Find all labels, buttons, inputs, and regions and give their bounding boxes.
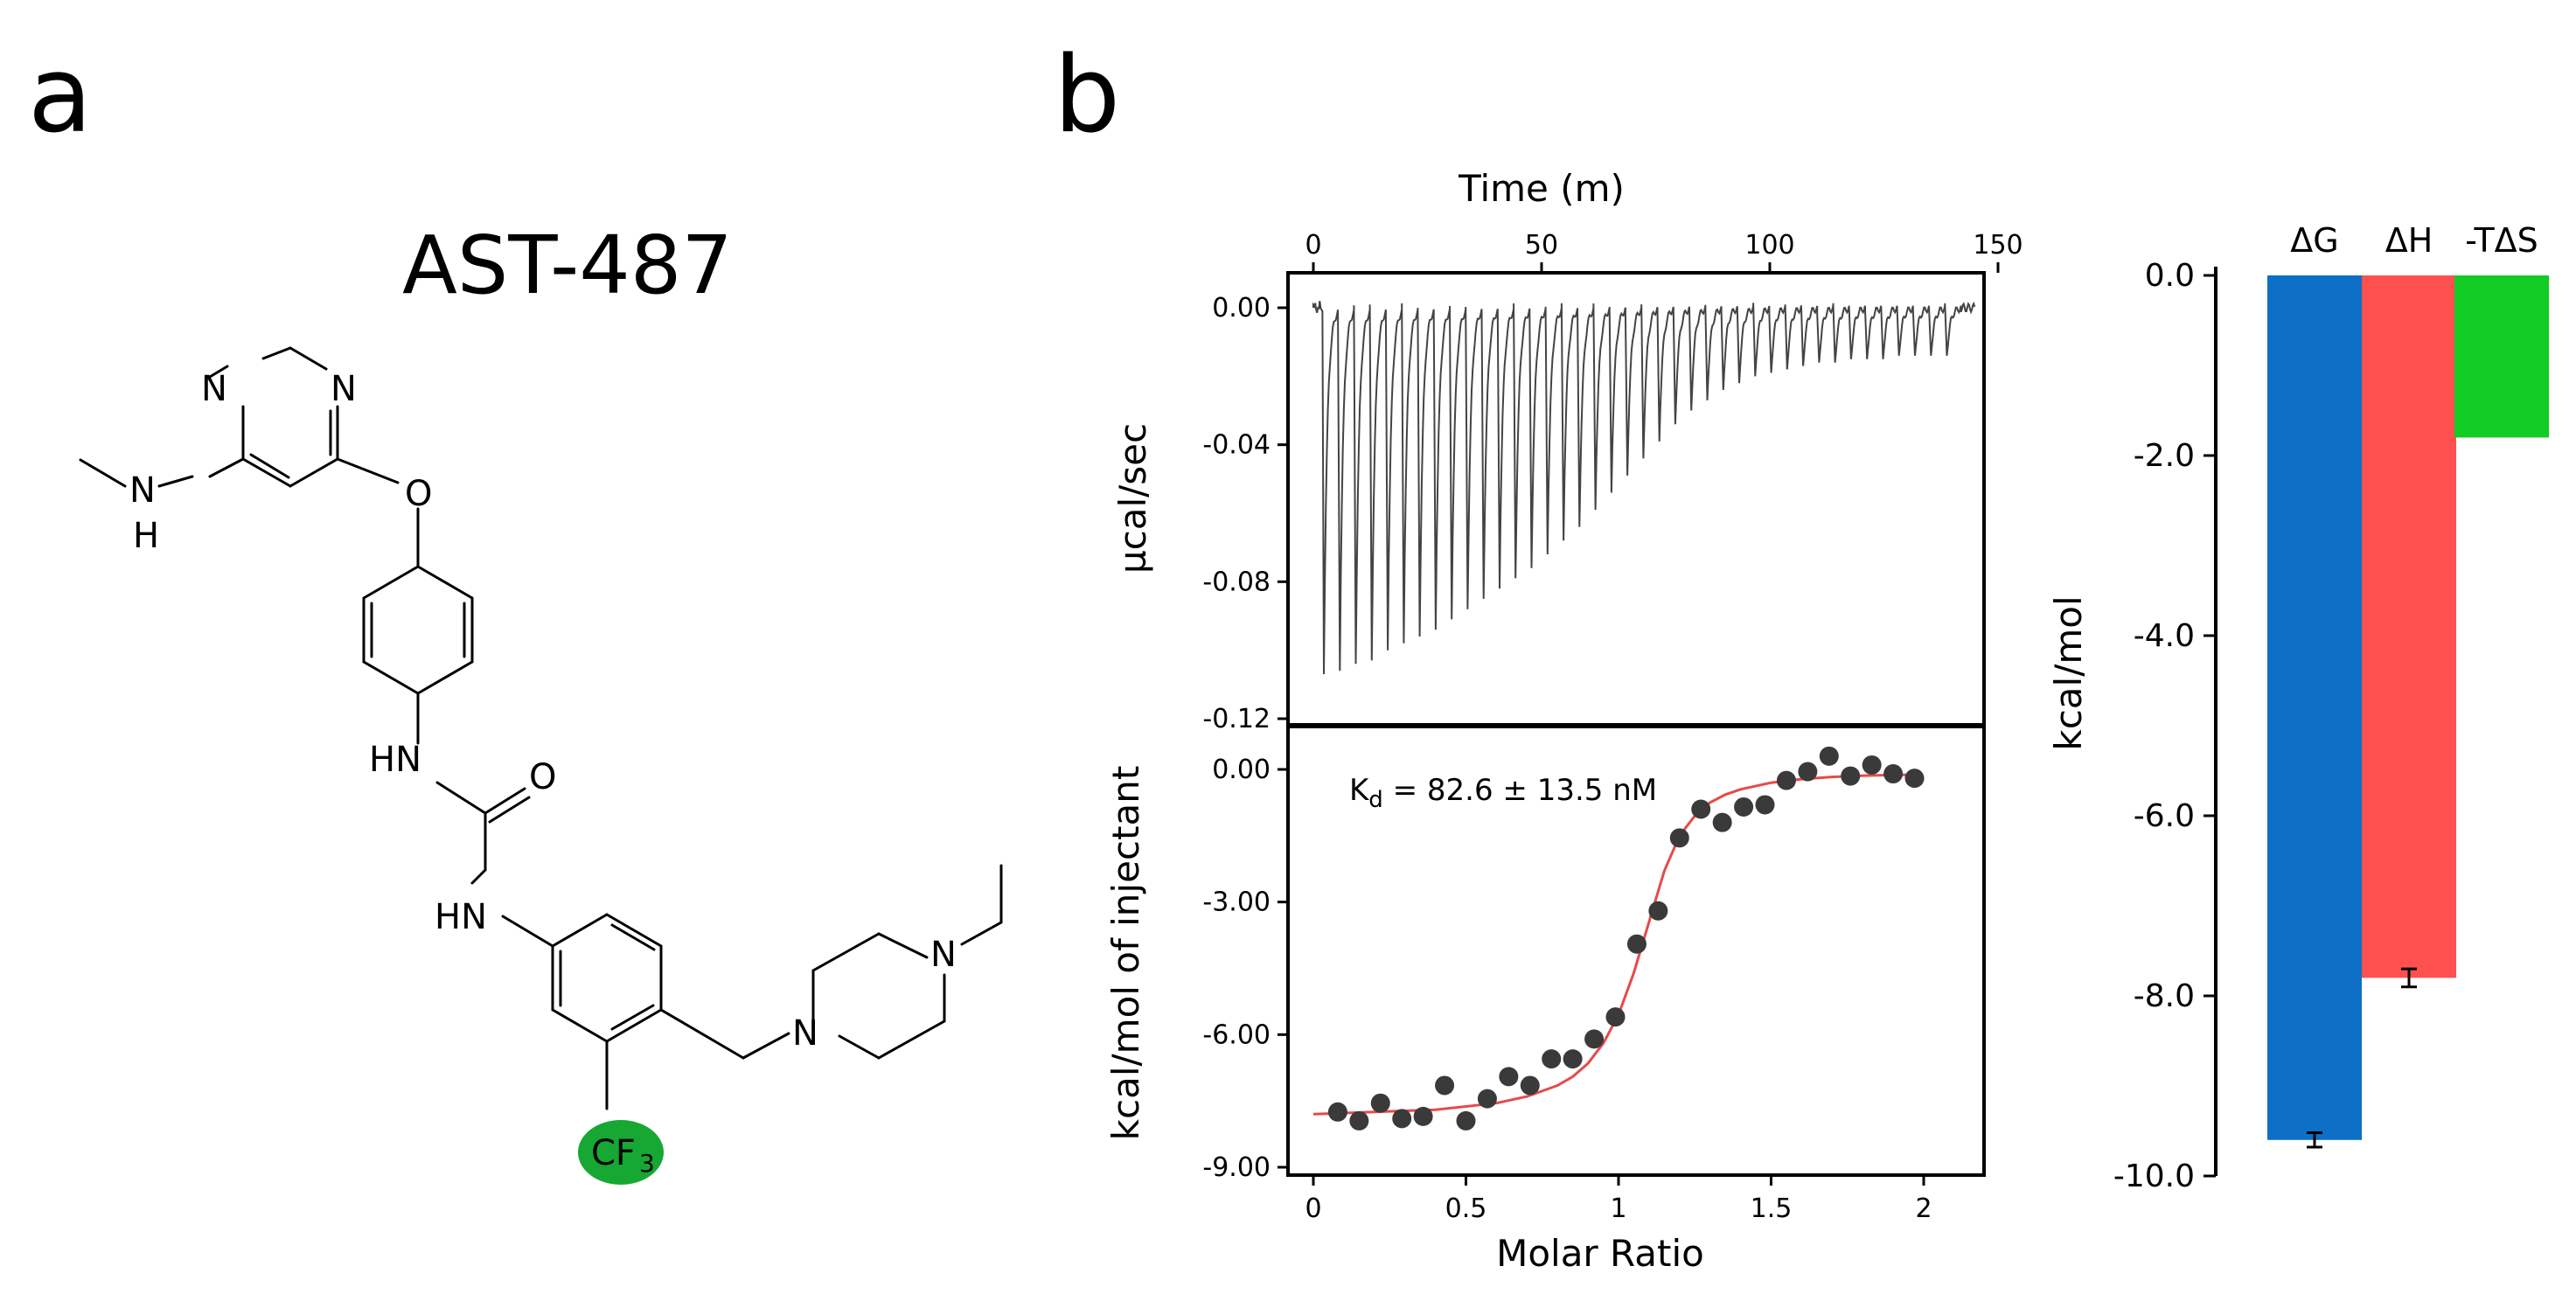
itc-raw-xtick-label-1: 50	[1525, 230, 1558, 261]
itc-raw-ytick-label-2: -0.08	[1202, 567, 1271, 597]
kd-k: K	[1349, 773, 1370, 808]
itc-raw-frame	[1286, 271, 1986, 727]
itc-point-8	[1499, 1067, 1519, 1087]
itc-point-2	[1370, 1093, 1390, 1113]
itc-raw-ytick-label-3: -0.12	[1202, 704, 1271, 734]
itc-binding-frame	[1286, 725, 1986, 1177]
thermo-bar-1	[2362, 275, 2456, 978]
kd-annotation: Kd = 82.6 ± 13.5 nM	[1349, 773, 1657, 813]
itc-point-21	[1776, 770, 1796, 790]
atom-n-pip-1: N	[792, 1013, 818, 1054]
thermo-ytick-label-0: 0.0	[2145, 258, 2195, 294]
itc-binding-xtick-label-3: 1.5	[1751, 1193, 1793, 1224]
itc-raw-ytick-label-1: -0.04	[1202, 430, 1271, 461]
itc-point-22	[1798, 762, 1818, 782]
itc-fit-curve	[1312, 773, 1909, 1116]
atom-cf: CF	[591, 1133, 636, 1173]
itc-binding-ytick-label-0: 0.00	[1212, 755, 1271, 785]
atom-n-amine: N	[129, 470, 156, 511]
atom-o-ether: O	[405, 474, 432, 514]
atom-h-amine: H	[133, 516, 159, 556]
itc-point-18	[1712, 812, 1732, 832]
itc-binding-ticks: 0 0.5 1 1.5 2 0.00 -3.00 -6.00 -9.00	[1202, 755, 1932, 1224]
itc-raw-ytick-label-0: 0.00	[1212, 293, 1271, 324]
itc-raw-xtick-label-0: 0	[1305, 230, 1321, 261]
kd-value: = 82.6 ± 13.5 nM	[1383, 773, 1657, 808]
thermo-ytick-label-1: -2.0	[2134, 438, 2195, 474]
itc-point-17	[1691, 799, 1711, 819]
atom-n-pip-2: N	[930, 935, 957, 975]
cf3-highlight	[578, 1120, 664, 1185]
kd-subscript: d	[1368, 787, 1383, 813]
thermo-category-label-0: ΔG	[2290, 221, 2338, 260]
thermo-category-label-1: ΔH	[2385, 221, 2433, 260]
itc-binding-xtick-label-4: 2	[1915, 1193, 1932, 1224]
itc-point-20	[1755, 795, 1775, 815]
atom-hn-2: HN	[435, 897, 487, 937]
itc-point-23	[1819, 746, 1839, 766]
itc-data-points	[1327, 746, 1925, 1131]
itc-binding-xtick-label-0: 0	[1305, 1193, 1321, 1224]
atom-n-2: N	[331, 369, 357, 409]
itc-raw-xtick-label-3: 150	[1973, 230, 2023, 261]
itc-point-12	[1584, 1029, 1605, 1049]
thermo-bar-0	[2267, 275, 2362, 1140]
thermo-category-label-2: -TΔS	[2465, 221, 2538, 260]
itc-point-16	[1669, 828, 1689, 848]
itc-point-11	[1563, 1049, 1583, 1069]
panel-letter-a: a	[28, 35, 93, 157]
molecule-structure	[79, 346, 1003, 1110]
panel-letter-b: b	[1054, 35, 1120, 157]
itc-point-27	[1904, 769, 1925, 789]
itc-raw-xtick-label-2: 100	[1744, 230, 1794, 261]
itc-point-1	[1349, 1110, 1369, 1131]
itc-point-19	[1734, 797, 1754, 817]
thermo-ytick-label-2: -4.0	[2134, 618, 2195, 654]
itc-raw-ylabel: µcal/sec	[1111, 423, 1154, 574]
thermo-ytick-label-3: -6.0	[2134, 798, 2195, 834]
itc-raw-title: Time (m)	[1458, 167, 1625, 210]
itc-point-9	[1520, 1075, 1540, 1096]
thermo-ylabel: kcal/mol	[2047, 595, 2090, 750]
itc-point-26	[1883, 764, 1904, 784]
itc-point-5	[1435, 1075, 1455, 1096]
itc-binding-ytick-label-3: -9.00	[1202, 1152, 1271, 1183]
molecule-name: AST-487	[402, 219, 733, 312]
itc-point-13	[1605, 1007, 1626, 1027]
itc-point-25	[1862, 755, 1882, 775]
itc-raw-trace	[1312, 301, 1976, 675]
itc-point-3	[1392, 1109, 1412, 1129]
atom-o-carbonyl: O	[529, 757, 556, 797]
itc-binding-xtick-label-1: 0.5	[1445, 1193, 1487, 1224]
itc-point-6	[1456, 1110, 1476, 1131]
itc-binding-xlabel: Molar Ratio	[1496, 1232, 1704, 1275]
thermo-bar-chart: 0.0 -2.0 -4.0 -6.0 -8.0 -10.0 ΔG ΔH -TΔS	[2113, 221, 2549, 1194]
itc-binding-ytick-label-1: -3.00	[1202, 887, 1271, 918]
itc-point-4	[1413, 1106, 1433, 1126]
itc-point-10	[1542, 1049, 1562, 1069]
itc-point-0	[1327, 1102, 1347, 1122]
itc-point-15	[1648, 901, 1668, 921]
atom-cf-subscript: 3	[639, 1149, 655, 1178]
itc-binding-ytick-label-2: -6.00	[1202, 1019, 1271, 1050]
atom-hn-1: HN	[369, 740, 421, 780]
itc-binding-xtick-label-2: 1	[1610, 1193, 1626, 1224]
itc-point-24	[1841, 766, 1861, 786]
thermo-ytick-label-5: -10.0	[2113, 1158, 2195, 1194]
itc-raw-ticks: 0 50 100 150 0.00 -0.04 -0.08 -0.12	[1202, 230, 2023, 734]
itc-point-14	[1626, 934, 1647, 954]
itc-point-7	[1477, 1089, 1497, 1109]
itc-binding-ylabel: kcal/mol of injectant	[1104, 766, 1147, 1141]
atom-n-1: N	[201, 369, 227, 409]
thermo-bar-2	[2454, 275, 2549, 438]
thermo-ytick-label-4: -8.0	[2134, 978, 2195, 1014]
